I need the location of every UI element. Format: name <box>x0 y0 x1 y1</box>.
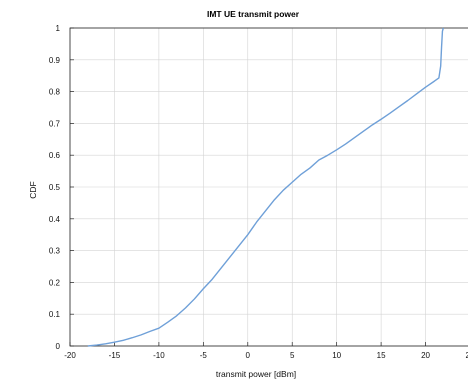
y-tick-label: 0.8 <box>49 88 61 97</box>
y-tick-label: 0.3 <box>49 247 61 256</box>
x-tick-label: 5 <box>290 351 295 360</box>
x-tick-label: 10 <box>332 351 341 360</box>
grid-lines <box>69 27 468 347</box>
y-tick-label: 0.5 <box>49 183 61 192</box>
series-layer <box>87 27 445 347</box>
x-tick-label: 20 <box>421 351 430 360</box>
y-axis-label: CDF <box>28 181 38 198</box>
x-tick-label: -20 <box>64 351 76 360</box>
x-tick-label: 15 <box>377 351 386 360</box>
y-tick-label: 0.4 <box>49 215 61 224</box>
x-tick-label: 0 <box>246 351 251 360</box>
cdf-series-line <box>87 27 445 347</box>
y-tick-label: 1 <box>56 24 61 33</box>
y-tick-label: 0 <box>56 342 61 351</box>
x-tick-label: -10 <box>153 351 165 360</box>
x-tick-label: -5 <box>200 351 208 360</box>
y-tick-label: 0.9 <box>49 56 61 65</box>
axis-ticks: -20 -15 -10 -5 0 5 10 15 20 25 0 0.1 0.2 0.3 0.4 0.5 0.6… <box>49 24 468 360</box>
x-tick-label: -15 <box>109 351 121 360</box>
y-tick-label: 0.2 <box>49 278 61 287</box>
chart-title: IMT UE transmit power <box>207 9 300 19</box>
x-axis-label: transmit power [dBm] <box>216 369 296 379</box>
y-tick-label: 0.6 <box>49 151 61 160</box>
y-tick-label: 0.7 <box>49 119 61 128</box>
x-tick-label: 25 <box>466 351 468 360</box>
y-tick-label: 0.1 <box>49 310 61 319</box>
